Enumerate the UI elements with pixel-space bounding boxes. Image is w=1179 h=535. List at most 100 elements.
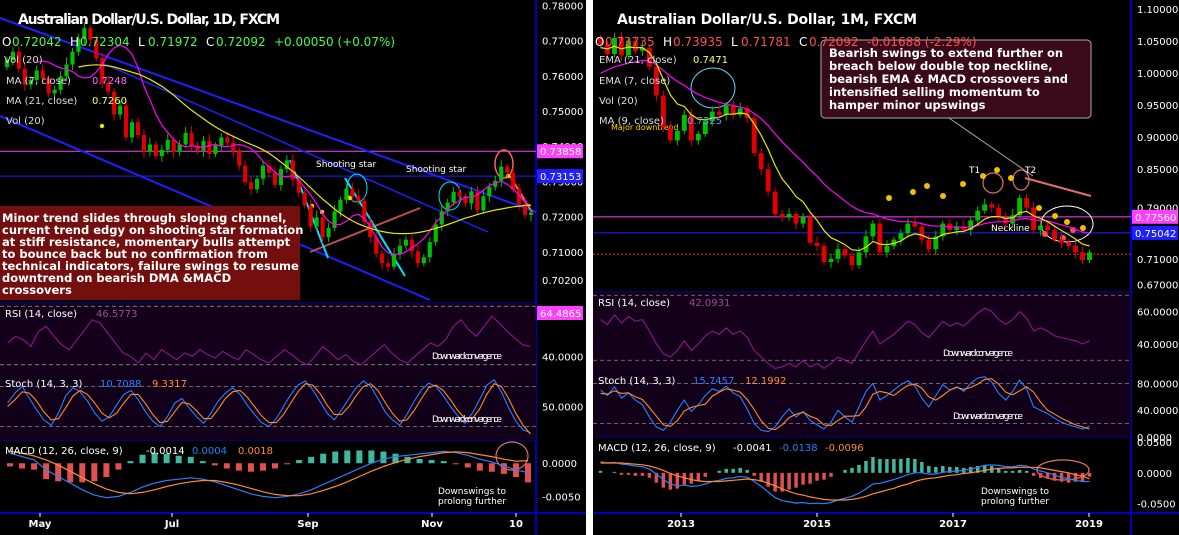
candle-body (76, 38, 81, 52)
candle-body (1052, 230, 1058, 240)
price-tick-label: 0.71000 (1137, 255, 1178, 266)
candle-body (968, 220, 974, 230)
candle-body (598, 38, 603, 45)
candle-body (4, 59, 10, 67)
legend-item: 0.7260 (92, 96, 127, 107)
candle-body (926, 239, 932, 250)
candle-body (744, 108, 750, 118)
candle-body (765, 169, 771, 192)
signal-dot (1080, 225, 1086, 231)
candle-body (517, 189, 522, 205)
stoch-k-value: 10.7088 (100, 379, 141, 390)
candle-body (730, 105, 736, 115)
rsi-value: 46.5773 (96, 309, 137, 320)
t1-label: T1 (968, 166, 980, 176)
macd-signal-line (600, 462, 1090, 501)
candle-body (632, 41, 638, 51)
candle-body (646, 47, 652, 67)
x-tick-label: 2015 (803, 519, 831, 530)
candle-body (505, 166, 510, 173)
candle-body (159, 149, 164, 157)
legend-item: Vol (20) (4, 55, 43, 66)
candle-body (415, 251, 420, 264)
price-tick-label: 0.70200 (542, 276, 583, 287)
candle-body (302, 192, 307, 206)
price-tick-label: 0.95000 (1137, 101, 1178, 112)
stoch-k-line (600, 376, 1090, 433)
macd-value: -0.0096 (825, 443, 864, 454)
candle-body (40, 70, 45, 79)
rsi-note: Downward convergence (432, 352, 502, 362)
price-tick-label: 0.67000 (1137, 280, 1178, 291)
price-tick-label: 0.77000 (542, 37, 583, 48)
moving-average-line (78, 64, 532, 235)
channel-upper-line (0, 17, 537, 213)
stoch-d-value: 9.3317 (152, 379, 187, 390)
candle-body (884, 246, 890, 253)
callout-text-line: Minor trend slides through sloping chann… (2, 211, 287, 225)
candle-body (821, 246, 827, 262)
candle-body (445, 202, 450, 212)
candle-body (332, 211, 337, 228)
candle-body (123, 105, 129, 138)
candle-body (380, 253, 385, 264)
ohlc-value: 0.72042 (12, 35, 62, 49)
candle-body (403, 239, 409, 246)
t2-label: T2 (1024, 166, 1036, 176)
macd-note-line: Downswings to (438, 487, 507, 497)
candle-body (835, 249, 841, 259)
candle-body (52, 89, 57, 94)
rsi-note: Downward convergence (943, 349, 1013, 359)
rsi-pane-background (593, 292, 1131, 370)
macd-signal-line (9, 450, 529, 497)
candle-body (165, 139, 170, 150)
macd-value: -0.0041 (733, 443, 772, 454)
price-tick-label: 0.72000 (542, 213, 583, 224)
candle-body (284, 160, 289, 170)
macd-note: Downswings to prolong further (981, 487, 1050, 507)
macd-note: Downswings to prolong further (438, 487, 507, 507)
candle-body (737, 108, 743, 115)
candle-body (177, 144, 182, 152)
candle-body (249, 182, 254, 190)
candle-body (58, 76, 63, 90)
ohlc-value: 0.72092 (216, 35, 266, 49)
rsi-badge (537, 306, 583, 320)
x-tick-label: Nov (421, 519, 443, 530)
candle-body (296, 179, 301, 193)
candle-body (129, 122, 135, 138)
candle-body (1003, 217, 1009, 224)
candle-body (751, 118, 757, 154)
candle-body (427, 242, 432, 258)
candle-body (772, 191, 778, 214)
candle-body (856, 252, 862, 266)
x-tick-label: Sep (297, 519, 318, 530)
price-tick-label: 1.10000 (1137, 5, 1178, 16)
moving-average-line (600, 59, 1090, 234)
callout-text-line: Bearish swings to extend further on (829, 46, 1063, 60)
legend-item: EMA (7, close) (599, 76, 670, 87)
price-badge-label: 0.73153 (540, 172, 581, 183)
candle-body (961, 226, 967, 230)
callout-text-line: technical indicators, failure swings to … (2, 259, 299, 273)
rsi-line (7, 315, 531, 366)
candle-body (1045, 225, 1051, 230)
signal-dot (994, 167, 1000, 173)
candle-body (1017, 198, 1023, 216)
candle-body (451, 192, 456, 203)
rsi-tick-label: 60.0000 (1137, 308, 1178, 319)
moving-average-line (600, 45, 1090, 252)
candle-body (201, 140, 206, 151)
callout-box (820, 39, 1092, 119)
shooting-star-label: Shooting star (406, 165, 466, 175)
callout-text-line: intensified selling momentum to (829, 85, 1040, 99)
candle-body (16, 51, 21, 69)
stoch-d-line (600, 378, 1090, 431)
candle-body (391, 253, 397, 267)
stoch-d-line (7, 383, 531, 435)
x-tick-label: 2017 (939, 519, 967, 530)
candle-body (64, 64, 69, 77)
candle-body (807, 217, 813, 243)
stoch-k-value: 15.7457 (693, 376, 734, 387)
macd-note-line: Downswings to (981, 487, 1050, 497)
